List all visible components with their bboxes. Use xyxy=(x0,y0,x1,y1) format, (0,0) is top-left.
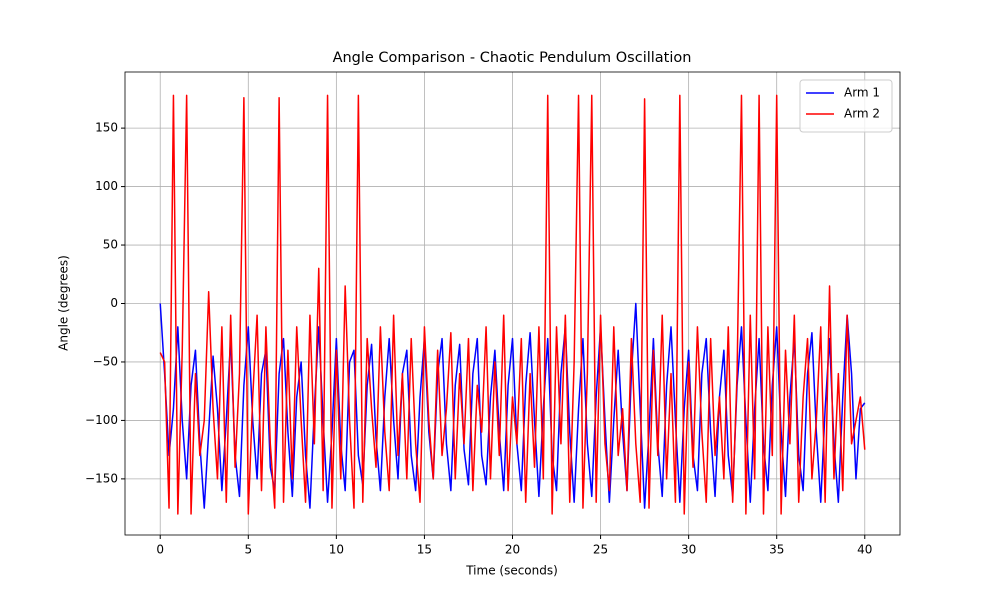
y-tick-label: −50 xyxy=(93,354,118,368)
x-tick-label: 30 xyxy=(681,543,696,557)
x-tick-label: 40 xyxy=(857,543,872,557)
axes-frame xyxy=(124,71,901,536)
x-tick-label: 10 xyxy=(329,543,344,557)
x-tick-label: 15 xyxy=(417,543,432,557)
legend-label: Arm 2 xyxy=(844,107,880,121)
y-tick-label: −100 xyxy=(85,413,118,427)
x-tick-label: 35 xyxy=(769,543,784,557)
x-tick-label: 25 xyxy=(593,543,608,557)
chart-title: Angle Comparison - Chaotic Pendulum Osci… xyxy=(333,50,692,66)
x-tick-label: 0 xyxy=(156,543,164,557)
y-axis-label: Angle (degrees) xyxy=(57,255,71,351)
y-tick-label: 0 xyxy=(110,296,118,310)
plot-area xyxy=(159,94,866,515)
y-tick-label: 100 xyxy=(95,179,118,193)
x-axis-label: Time (seconds) xyxy=(465,564,558,578)
legend-label: Arm 1 xyxy=(844,86,880,100)
y-tick-label: −150 xyxy=(85,471,118,485)
x-tick-label: 5 xyxy=(244,543,252,557)
series-line xyxy=(159,94,866,515)
legend: Arm 1 Arm 2 xyxy=(799,79,893,133)
y-tick-label: 50 xyxy=(103,238,118,252)
x-tick-label: 20 xyxy=(505,543,520,557)
y-tick-label: 150 xyxy=(95,121,118,135)
